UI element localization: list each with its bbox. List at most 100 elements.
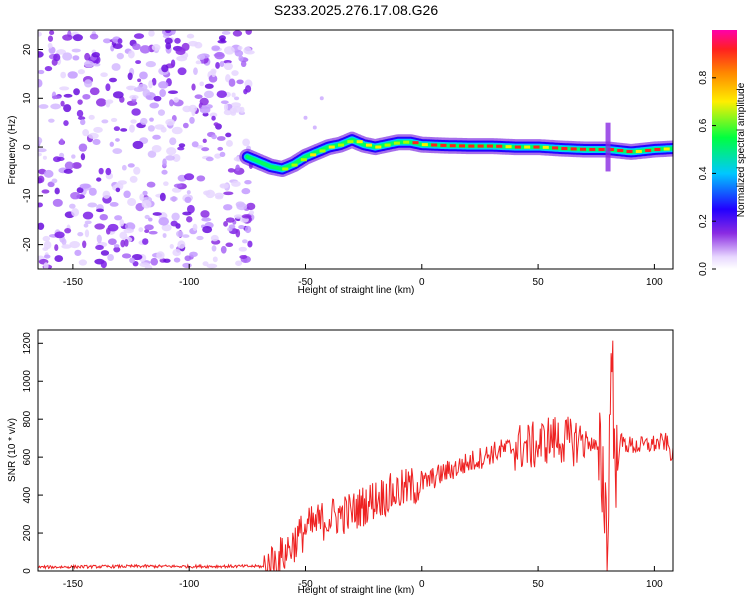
noise-blob (231, 92, 236, 98)
noise-blob (247, 240, 253, 248)
noise-blob (203, 190, 211, 196)
noise-blob (77, 69, 85, 75)
noise-blob (100, 250, 110, 256)
noise-blob (203, 90, 214, 99)
noise-blob (240, 60, 247, 68)
y-tick-label: 1200 (22, 332, 33, 355)
noise-blob (133, 87, 145, 92)
noise-blob (127, 198, 137, 207)
noise-blob (192, 223, 198, 232)
noise-blob (129, 94, 139, 100)
noise-blob (163, 181, 169, 187)
colorbar-tick-label: 0.4 (698, 166, 709, 180)
noise-blob (199, 106, 211, 114)
noise-blob (151, 77, 157, 86)
y-tick-label: 600 (22, 448, 33, 465)
noise-blob (88, 187, 97, 196)
signal-core (459, 144, 466, 148)
noise-blob (38, 152, 42, 157)
noise-blob (59, 86, 70, 91)
noise-blob (220, 100, 229, 105)
noise-blob (244, 225, 252, 234)
noise-blob (56, 49, 67, 55)
noise-blob (60, 100, 65, 107)
noise-blob (223, 220, 229, 227)
noise-blob (124, 239, 129, 247)
signal-core (347, 140, 354, 144)
noise-blob (73, 88, 80, 96)
noise-blob (74, 249, 82, 256)
noise-blob (71, 154, 76, 159)
noise-blob (211, 115, 216, 121)
noise-blob (161, 64, 169, 73)
spectrogram-frame (37, 29, 674, 270)
noise-blob (77, 99, 83, 105)
noise-blob (194, 94, 203, 99)
noise-blob (196, 235, 204, 241)
noise-blob (117, 38, 123, 45)
noise-blob (63, 104, 72, 113)
noise-blob (50, 103, 61, 110)
noise-blob (129, 124, 135, 133)
noise-blob (211, 69, 216, 78)
noise-blob (214, 51, 225, 60)
noise-blob (191, 141, 199, 148)
noise-blob (182, 211, 192, 216)
signal-core (663, 147, 670, 151)
noise-region (38, 30, 324, 269)
colorbar-tick-label: 0.8 (698, 70, 709, 84)
noise-blob (193, 67, 198, 75)
noise-blob (71, 208, 80, 217)
colorbar-ticks: 0.0 0.2 0.4 0.6 0.8 (698, 70, 716, 276)
y-tick-label: -20 (22, 237, 33, 252)
noise-blob (158, 81, 169, 89)
noise-blob (138, 227, 144, 233)
noise-blob (161, 169, 168, 175)
noise-blob (245, 30, 252, 35)
noise-blob (43, 169, 54, 178)
noise-blob (114, 215, 123, 221)
noise-blob (38, 202, 43, 208)
noise-blob (141, 199, 152, 209)
x-tick-label: 50 (533, 277, 545, 288)
noise-blob (132, 43, 141, 51)
noise-blob (214, 192, 224, 198)
noise-blob (182, 262, 192, 268)
noise-blob (170, 30, 176, 35)
noise-blob (101, 119, 109, 124)
noise-blob (80, 153, 86, 161)
noise-blob (142, 238, 149, 245)
signal-core (421, 143, 428, 147)
noise-blob (202, 225, 213, 234)
noise-blob (209, 112, 218, 118)
noise-blob (150, 257, 159, 266)
noise-blob (169, 137, 177, 146)
noise-blob (151, 44, 161, 52)
noise-blob (227, 168, 235, 173)
signal-core (552, 146, 559, 150)
noise-blob (145, 61, 156, 68)
noise-blob (181, 42, 190, 51)
chart-title: S233.2025.276.17.08.G26 (274, 2, 438, 18)
noise-blob (82, 129, 90, 137)
noise-blob (95, 244, 104, 251)
y-tick-label: 0 (22, 144, 33, 150)
noise-blob (223, 103, 228, 112)
noise-blob (169, 196, 178, 202)
snr-y-label: SNR (10 * v/v) (7, 418, 18, 482)
noise-blob (133, 166, 141, 175)
noise-blob (241, 188, 251, 195)
noise-blob (149, 102, 160, 109)
noise-blob (139, 262, 151, 268)
noise-blob (60, 71, 67, 79)
noise-blob (196, 175, 206, 182)
noise-blob (220, 245, 227, 254)
x-tick-label: -100 (179, 277, 199, 288)
noise-blob (242, 239, 248, 244)
noise-blob (160, 126, 167, 133)
noise-blob (89, 87, 100, 96)
noise-blob (127, 163, 135, 168)
noise-blob (223, 62, 233, 71)
signal-core (617, 148, 624, 152)
signal-core (393, 141, 400, 145)
